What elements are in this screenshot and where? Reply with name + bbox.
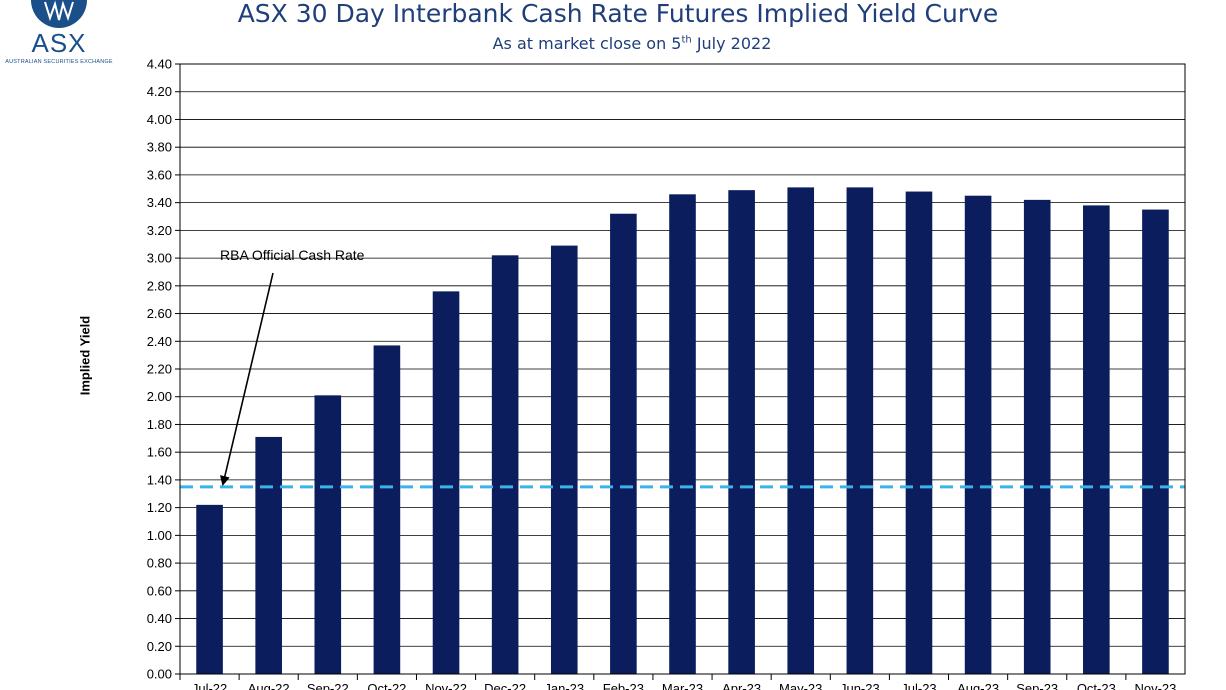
bar-jun-23 (846, 187, 874, 675)
asx-logo: ASX AUSTRALIAN SECURITIES EXCHANGE (0, 0, 120, 70)
y-tick-label: 3.00 (147, 251, 172, 266)
x-tick-label: Sep-22 (307, 681, 349, 690)
bar-feb-23 (610, 213, 637, 674)
y-tick-label: 0.40 (147, 611, 172, 626)
x-tick-label: Jan-23 (544, 681, 584, 690)
bar-nov-23 (1142, 209, 1169, 674)
bar-jan-23 (550, 245, 578, 674)
bar-apr-23 (728, 190, 755, 674)
x-tick-label: Sep-23 (1016, 681, 1058, 690)
x-tick-label: Oct-23 (1077, 681, 1116, 690)
y-tick-label: 0.20 (147, 639, 172, 654)
y-tick-label: 3.40 (147, 195, 172, 210)
x-axis-ticks: Jul-22 Aug-22 Sep-22 Oct-22 Nov-22 Dec-22 Jan-… (179, 674, 1176, 690)
y-tick-label: 2.20 (147, 362, 172, 377)
bar-sep-23 (1023, 199, 1051, 674)
y-tick-label: 3.60 (147, 167, 172, 182)
x-tick-label: Aug-22 (248, 681, 290, 690)
x-tick-label: Nov-22 (425, 681, 467, 690)
chart-subtitle: As at market close on 5th July 2022 (0, 34, 1226, 53)
subtitle-prefix: As at market close on 5 (492, 34, 682, 53)
y-tick-label: 4.40 (147, 57, 172, 72)
y-tick-label: 2.40 (147, 334, 172, 349)
x-tick-label: Oct-22 (367, 681, 406, 690)
y-tick-label: 2.00 (147, 389, 172, 404)
x-tick-label: May-23 (779, 681, 822, 690)
y-tick-label: 2.80 (147, 278, 172, 293)
y-tick-label: 1.20 (147, 500, 172, 515)
y-tick-label: 3.20 (147, 223, 172, 238)
y-tick-label: 3.80 (147, 140, 172, 155)
bar-jul-23 (905, 191, 933, 674)
x-tick-label: Nov-23 (1134, 681, 1176, 690)
bar-nov-22 (432, 291, 460, 674)
annotation-arrow (219, 272, 274, 486)
y-tick-label: 1.00 (147, 528, 172, 543)
bar-mar-23 (669, 194, 696, 674)
subtitle-superscript: th (681, 34, 692, 46)
bar-sep-22 (314, 395, 342, 674)
logo-tagline: AUSTRALIAN SECURITIES EXCHANGE (5, 59, 113, 65)
x-tick-label: Apr-23 (722, 681, 761, 690)
x-tick-label: Feb-23 (603, 681, 644, 690)
bar-aug-23 (964, 195, 992, 675)
y-tick-label: 0.80 (147, 556, 172, 571)
asx-globe-icon (31, 0, 87, 28)
rba-cash-rate-label: RBA Official Cash Rate (220, 247, 365, 263)
logo-wordmark: ASX (31, 28, 87, 58)
y-tick-label: 0.00 (147, 667, 172, 682)
bars (196, 187, 1169, 675)
x-tick-label: Dec-22 (484, 681, 526, 690)
y-tick-label: 4.20 (147, 84, 172, 99)
x-tick-label: Jul-22 (192, 681, 227, 690)
bar-oct-23 (1083, 205, 1110, 674)
chart-title: ASX 30 Day Interbank Cash Rate Futures I… (237, 0, 999, 28)
x-tick-label: Jul-23 (901, 681, 936, 690)
bar-oct-22 (373, 345, 401, 674)
bar-dec-22 (491, 255, 519, 674)
x-tick-label: Jun-23 (840, 681, 880, 690)
y-tick-label: 0.60 (147, 583, 172, 598)
x-tick-label: Aug-23 (957, 681, 999, 690)
bar-aug-22 (255, 436, 282, 674)
y-tick-label: 1.40 (147, 472, 172, 487)
plot-area (179, 63, 1186, 675)
x-tick-label: Mar-23 (662, 681, 703, 690)
bar-jul-22 (196, 504, 223, 674)
y-tick-label: 4.00 (147, 112, 172, 127)
subtitle-suffix: July 2022 (691, 34, 772, 53)
y-axis-ticks: 0.00 0.20 0.40 0.60 0.80 1.00 1.20 1.40 1.60 1.80… (147, 57, 180, 682)
y-tick-label: 1.60 (147, 445, 172, 460)
y-tick-label: 2.60 (147, 306, 172, 321)
bar-may-23 (787, 187, 815, 675)
y-tick-label: 1.80 (147, 417, 172, 432)
